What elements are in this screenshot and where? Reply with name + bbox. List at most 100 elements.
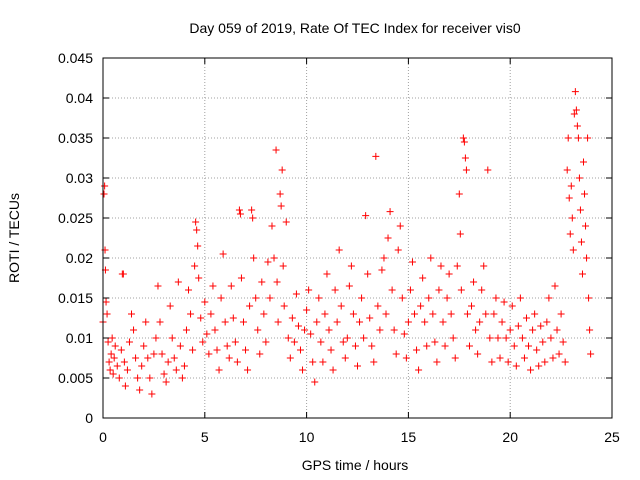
data-point (583, 254, 591, 262)
data-point (551, 282, 559, 290)
data-point (268, 222, 276, 230)
plot-frame (102, 57, 613, 419)
data-point (460, 138, 468, 146)
data-point (146, 374, 154, 382)
y-tick-label: 0.04 (66, 90, 93, 106)
data-point (380, 254, 388, 262)
data-point (347, 262, 355, 270)
data-point (315, 294, 323, 302)
data-point (144, 354, 152, 362)
data-point (307, 330, 315, 338)
data-point (429, 310, 437, 318)
data-point (329, 366, 337, 374)
data-point (221, 318, 229, 326)
gridlines (103, 58, 612, 418)
data-point (294, 322, 302, 330)
data-point (128, 310, 136, 318)
data-point (349, 310, 357, 318)
data-point (134, 374, 142, 382)
data-point (174, 278, 182, 286)
data-point (394, 246, 402, 254)
data-point (494, 334, 502, 342)
data-point (335, 246, 343, 254)
data-point (148, 390, 156, 398)
data-point (100, 190, 108, 198)
data-point (437, 262, 445, 270)
data-point (413, 346, 421, 354)
data-point (138, 362, 146, 370)
data-point (537, 322, 545, 330)
data-point (555, 350, 563, 358)
data-point (486, 334, 494, 342)
data-point (197, 314, 205, 322)
data-point (313, 318, 321, 326)
data-point (516, 294, 524, 302)
data-point (457, 286, 465, 294)
data-point (441, 342, 449, 350)
data-point (279, 262, 287, 270)
data-point (227, 282, 235, 290)
data-point (130, 326, 138, 334)
data-point (235, 206, 243, 214)
data-point (465, 342, 473, 350)
data-point (266, 294, 274, 302)
data-point (518, 334, 526, 342)
data-point (339, 338, 347, 346)
data-point (545, 294, 553, 302)
data-point (270, 254, 278, 262)
data-point (233, 358, 241, 366)
data-points (99, 88, 595, 398)
data-point (303, 306, 311, 314)
data-point (176, 342, 184, 350)
data-point (581, 190, 589, 198)
data-point (323, 270, 331, 278)
data-point (286, 354, 294, 362)
data-point (567, 182, 575, 190)
data-point (439, 318, 447, 326)
data-point (296, 346, 304, 354)
data-point (205, 350, 213, 358)
data-point (272, 146, 280, 154)
data-point (277, 202, 285, 210)
data-point (456, 230, 464, 238)
data-point (194, 242, 202, 250)
data-point (362, 212, 370, 220)
data-point (104, 338, 112, 346)
data-point (360, 334, 368, 342)
y-tick-label: 0.015 (58, 290, 93, 306)
data-point (203, 330, 211, 338)
data-point (142, 318, 150, 326)
data-point (185, 286, 193, 294)
data-point (547, 334, 555, 342)
data-point (101, 182, 109, 190)
data-point (504, 358, 512, 366)
data-point (150, 350, 158, 358)
data-point (239, 318, 247, 326)
data-point (180, 362, 188, 370)
data-point (435, 286, 443, 294)
data-point (244, 366, 252, 374)
data-point (480, 262, 488, 270)
data-point (209, 282, 217, 290)
data-point (252, 294, 260, 302)
data-point (321, 310, 329, 318)
data-point (376, 326, 384, 334)
data-point (577, 238, 585, 246)
data-point (474, 350, 482, 358)
data-point (351, 342, 359, 350)
data-point (490, 310, 498, 318)
data-point (319, 358, 327, 366)
data-point (325, 326, 333, 334)
data-point (427, 254, 435, 262)
x-tick-label: 20 (502, 429, 518, 445)
data-point (249, 214, 257, 222)
data-point (229, 314, 237, 322)
y-axis-label: ROTI / TECUs (6, 193, 22, 283)
data-point (574, 134, 582, 142)
data-point (425, 294, 433, 302)
data-point (533, 346, 541, 354)
data-point (309, 358, 317, 366)
data-point (527, 366, 535, 374)
data-point (191, 262, 199, 270)
